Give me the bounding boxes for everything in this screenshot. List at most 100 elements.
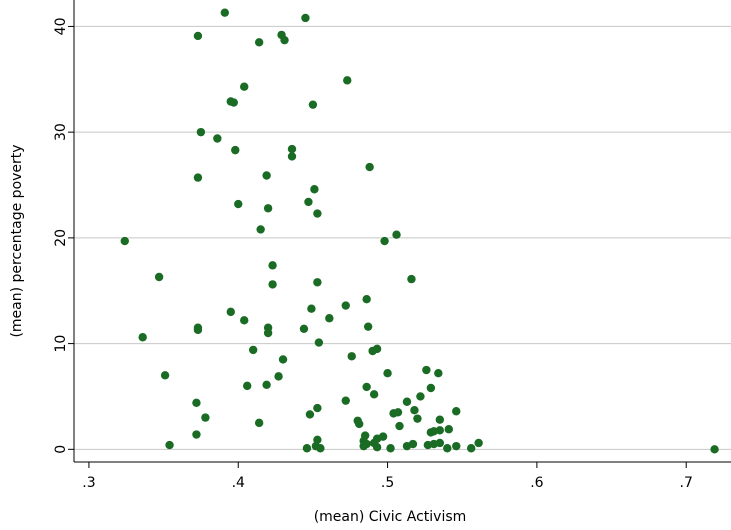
data-point — [193, 173, 203, 182]
y-tick-label: 30 — [53, 123, 69, 141]
data-point — [407, 274, 416, 284]
data-point — [201, 413, 210, 422]
data-point — [435, 415, 445, 424]
data-point — [213, 134, 222, 143]
data-point — [314, 338, 324, 347]
data-point — [254, 38, 264, 47]
data-point — [426, 383, 436, 393]
data-point — [380, 236, 389, 246]
data-point — [423, 440, 433, 450]
y-tick-label: 10 — [53, 335, 69, 353]
data-point — [313, 403, 322, 413]
data-point — [313, 209, 322, 218]
data-point — [305, 410, 315, 419]
data-point — [263, 204, 273, 213]
data-point — [362, 382, 371, 392]
data-point — [413, 414, 422, 423]
data-point — [369, 390, 379, 399]
data-point — [192, 430, 201, 439]
data-point — [304, 197, 313, 207]
data-point — [138, 333, 147, 342]
data-points — [120, 8, 719, 454]
y-tick-label: 20 — [53, 229, 69, 247]
data-point — [240, 82, 249, 91]
data-point — [307, 304, 316, 313]
data-point — [256, 225, 265, 234]
data-point — [429, 427, 439, 436]
x-tick-label: .4 — [232, 475, 245, 491]
x-tick-label: .3 — [82, 475, 95, 491]
data-point — [363, 322, 373, 331]
data-point — [268, 280, 277, 289]
data-point — [392, 230, 401, 239]
data-point — [226, 307, 235, 317]
data-point — [308, 100, 318, 109]
x-tick-label: .6 — [530, 475, 543, 491]
data-point — [193, 325, 203, 335]
data-point — [341, 301, 350, 310]
x-axis-ticks: .3 .4 .5 .6 .7 — [82, 462, 693, 491]
data-point — [120, 236, 129, 246]
data-point — [365, 162, 374, 172]
data-point — [310, 185, 319, 194]
data-point — [196, 127, 206, 137]
data-point — [710, 445, 719, 454]
data-point — [386, 444, 395, 453]
data-point — [383, 368, 392, 378]
data-point — [231, 145, 240, 155]
data-point — [262, 380, 271, 390]
data-point — [410, 405, 419, 415]
data-point — [416, 392, 425, 401]
x-tick-label: .5 — [381, 475, 394, 491]
x-axis-title: (mean) Civic Activism — [314, 509, 467, 525]
data-point — [263, 328, 273, 338]
data-point — [444, 425, 453, 434]
data-point — [422, 365, 431, 375]
data-point — [362, 294, 371, 304]
data-point — [359, 441, 368, 451]
data-point — [316, 444, 325, 453]
data-point — [274, 372, 283, 381]
data-point — [343, 76, 352, 85]
data-point — [302, 444, 312, 453]
data-point — [280, 35, 289, 45]
data-point — [240, 316, 249, 325]
data-point — [395, 421, 404, 431]
data-point — [301, 13, 310, 23]
data-point — [220, 8, 230, 17]
data-point — [325, 314, 334, 323]
data-point — [402, 397, 412, 406]
data-point — [368, 346, 377, 356]
data-point — [434, 368, 443, 378]
data-point — [474, 438, 483, 448]
data-point — [160, 371, 170, 380]
data-point — [452, 441, 461, 451]
x-tick-label: .7 — [680, 475, 693, 491]
data-point — [243, 381, 252, 391]
gridlines — [74, 25, 731, 450]
data-point — [452, 407, 461, 416]
data-point — [372, 442, 382, 452]
data-point — [287, 152, 297, 161]
data-point — [278, 355, 288, 364]
data-point — [443, 444, 452, 453]
data-point — [347, 352, 356, 361]
data-point — [154, 272, 164, 282]
data-point — [354, 419, 364, 429]
data-point — [408, 439, 418, 449]
data-point — [466, 444, 476, 453]
data-point — [313, 278, 322, 287]
data-point — [299, 324, 309, 333]
data-point — [287, 144, 297, 154]
data-point — [192, 398, 201, 407]
data-point — [165, 440, 174, 450]
y-axis-title: (mean) percentage poverty — [9, 144, 25, 337]
y-axis-ticks: 0 10 20 30 40 — [53, 18, 74, 454]
data-point — [313, 435, 322, 444]
data-point — [226, 97, 235, 106]
data-point — [393, 408, 403, 417]
data-point — [341, 396, 350, 405]
data-point — [234, 199, 243, 209]
data-point — [268, 261, 277, 270]
